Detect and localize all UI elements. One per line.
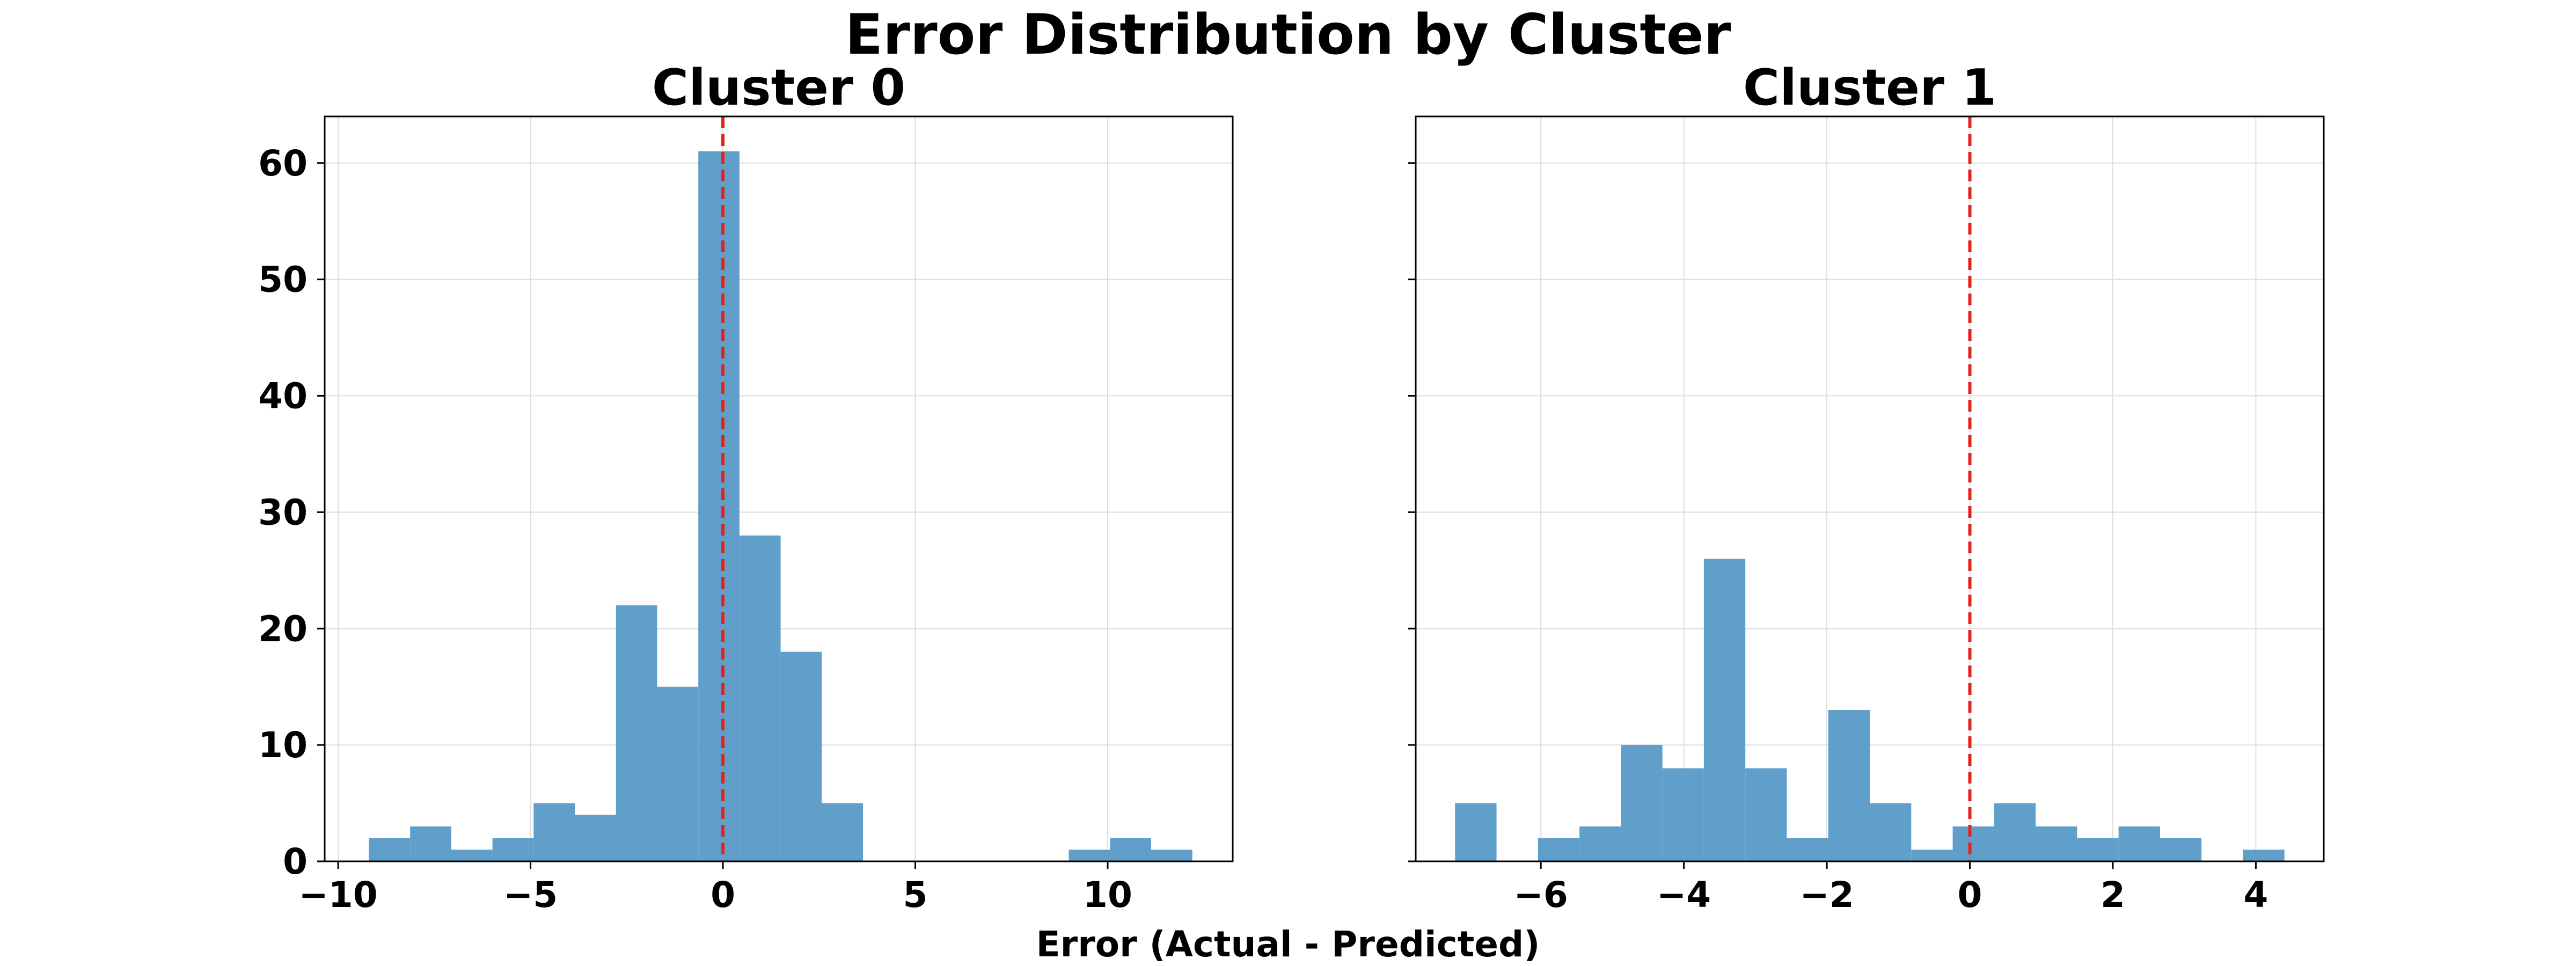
histogram-bar (1662, 768, 1704, 861)
y-tick-label: 40 (258, 376, 308, 417)
histogram-bar (2036, 826, 2077, 861)
x-tick-label: −6 (1514, 874, 1568, 916)
histogram-bar (575, 815, 616, 861)
histogram-bar (1621, 745, 1663, 861)
histogram-bar (780, 652, 822, 861)
histogram-bar (1455, 803, 1497, 861)
histogram-bar (1828, 710, 1870, 861)
panel-title: Cluster 0 (652, 58, 905, 116)
y-tick-label: 30 (258, 492, 308, 533)
histogram-bar (698, 151, 740, 861)
histogram-bar (1745, 768, 1787, 861)
histogram-bar (492, 838, 534, 861)
y-tick-label: 20 (258, 608, 308, 649)
panel-title: Cluster 1 (1743, 58, 1996, 116)
histogram-bar (2118, 826, 2160, 861)
x-tick-label: 2 (2101, 874, 2125, 916)
x-tick-label: 4 (2243, 874, 2268, 916)
x-tick-label: −5 (503, 874, 558, 916)
axes-frame (1415, 115, 2325, 862)
x-axis-label: Error (Actual - Predicted) (1036, 924, 1540, 965)
axes-frame (324, 115, 1234, 862)
y-tick-label: 50 (258, 259, 308, 301)
panel-0: −10 −5 0 5 10 0 10 20 30 40 50 60 Cluster 0 (258, 58, 1234, 916)
x-tick-label: 5 (903, 874, 928, 916)
histogram-bar (1994, 803, 2036, 861)
histogram-bar (739, 535, 781, 861)
histogram-bar (410, 826, 451, 861)
histogram-bar (657, 686, 699, 861)
histogram-bar (2243, 850, 2285, 861)
histogram-bar (616, 605, 657, 861)
histogram-bar (1579, 826, 1621, 861)
y-tick-label: 60 (258, 143, 308, 184)
panel-1: −6 −4 −2 0 2 4 Cluster 1 (1408, 58, 2325, 916)
x-tick-label: 0 (711, 874, 735, 916)
histogram-bar (2077, 838, 2119, 861)
histogram-bar (1911, 850, 1953, 861)
x-tick-label: 10 (1083, 874, 1132, 916)
histogram-bar (451, 850, 493, 861)
histogram-bar (1538, 838, 1580, 861)
figure-title: Error Distribution by Cluster (845, 3, 1731, 67)
histogram-bar (1952, 826, 1994, 861)
histogram-bar (2160, 838, 2202, 861)
panels: −10 −5 0 5 10 0 10 20 30 40 50 60 Cluster 0 −6 −4 −2 0 2 4… (258, 58, 2325, 916)
x-tick-label: −2 (1799, 874, 1854, 916)
histogram-bar (1703, 559, 1746, 861)
histogram-bar (822, 803, 863, 861)
y-tick-label: 10 (258, 724, 308, 766)
y-tick-label: 0 (283, 841, 308, 882)
histogram-bar (1110, 838, 1152, 861)
histogram-bar (369, 838, 411, 861)
histogram-bar (1151, 850, 1192, 861)
histogram-bar (1870, 803, 1912, 861)
x-tick-label: −10 (299, 874, 378, 916)
histogram-bar (533, 803, 575, 861)
histogram-bar (1069, 850, 1110, 861)
histogram-bar (1787, 838, 1828, 861)
x-tick-label: −4 (1657, 874, 1711, 916)
x-tick-label: 0 (1958, 874, 1982, 916)
